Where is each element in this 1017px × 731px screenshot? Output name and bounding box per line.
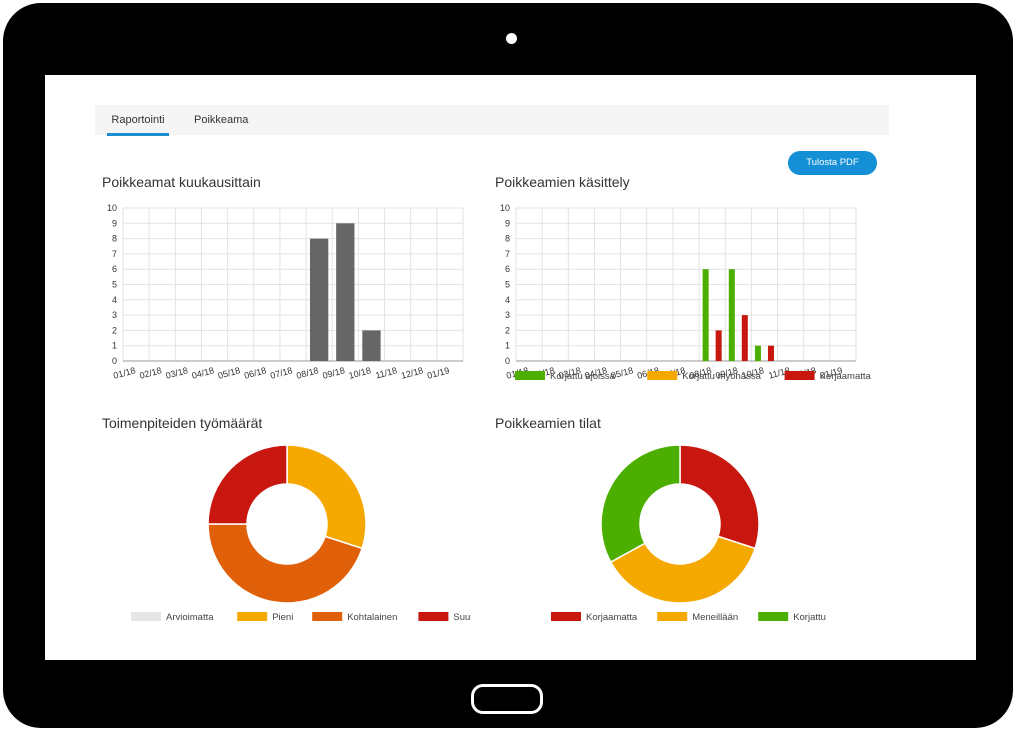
states-slice	[600, 444, 681, 564]
handling-ytick-label: 7	[505, 249, 510, 259]
tab-poikkeama[interactable]: Poikkeama	[194, 114, 249, 126]
monthly-ytick-label: 10	[107, 203, 117, 213]
monthly-ytick-label: 9	[112, 218, 117, 228]
app-screen: Raportointi Poikkeama Tulosta PDF Poikke…	[45, 75, 976, 660]
workload-legend-swatch	[237, 612, 268, 621]
monthly-xtick-label: 01/19	[426, 365, 450, 380]
handling-bar	[728, 269, 735, 361]
handling-legend-swatch	[515, 371, 545, 380]
monthly-xtick-label: 06/18	[243, 365, 267, 380]
handling-ytick-label: 4	[505, 295, 510, 305]
workload-legend-label: Suuri	[453, 612, 471, 623]
workload-donut-chart	[207, 444, 367, 604]
handling-ytick-label: 6	[505, 264, 510, 274]
monthly-xtick-label: 01/18	[112, 365, 136, 380]
tab-bar: Raportointi Poikkeama	[95, 105, 889, 136]
handling-ytick-label: 0	[505, 356, 510, 366]
monthly-xtick-label: 07/18	[269, 365, 293, 380]
tab-raportointi[interactable]: Raportointi	[107, 105, 169, 136]
workload-legend-swatch	[312, 612, 343, 621]
handling-ytick-label: 2	[505, 325, 510, 335]
monthly-bar	[336, 223, 355, 361]
monthly-ytick-label: 3	[112, 310, 117, 320]
handling-bar	[715, 330, 722, 361]
handling-bar-chart: 01234567891001/1802/1803/1804/1805/1806/…	[500, 203, 857, 381]
print-pdf-button[interactable]: Tulosta PDF	[788, 151, 877, 175]
handling-bar	[767, 345, 774, 361]
states-legend-label: Meneillään	[692, 612, 738, 623]
handling-legend-swatch	[647, 371, 678, 380]
handling-legend-label: Korjaamatta	[820, 371, 872, 382]
monthly-xtick-label: 09/18	[321, 365, 345, 380]
monthly-ytick-label: 6	[112, 264, 117, 274]
states-legend-label: Korjattu	[793, 612, 826, 623]
monthly-xtick-label: 12/18	[400, 365, 424, 380]
monthly-ytick-label: 5	[112, 280, 117, 290]
handling-ytick-label: 8	[505, 234, 510, 244]
monthly-bar	[310, 238, 329, 361]
handling-bar	[754, 345, 761, 361]
states-slice	[609, 535, 757, 604]
monthly-ytick-label: 2	[112, 325, 117, 335]
states-legend-swatch	[551, 612, 581, 621]
handling-legend: Korjattu ajoissa Korjattu myöhässä Korjaam…	[515, 371, 872, 382]
workload-legend-label: Kohtalainen	[347, 612, 397, 623]
states-legend-label: Korjaamatta	[586, 612, 638, 623]
workload-legend-swatch	[418, 612, 449, 621]
monthly-bar-chart: 0 1 2 3 4 5 6 7 8 9 10 01/18 02/18 03/18 04/18 05/18 06/…	[107, 203, 464, 381]
monthly-xtick-label: 11/18	[374, 365, 398, 380]
workload-legend: Arvioimatta Pieni Kohtalainen Suuri	[131, 612, 471, 623]
home-button[interactable]	[471, 684, 543, 714]
states-legend: Korjaamatta Meneillään Korjattu	[551, 612, 826, 623]
states-legend-swatch	[758, 612, 789, 621]
states-legend-swatch	[657, 612, 688, 621]
chart-title-monthly: Poikkeamat kuukausittain	[102, 174, 261, 190]
camera-icon	[506, 33, 517, 44]
handling-bar	[741, 315, 748, 361]
monthly-xtick-label: 05/18	[217, 365, 241, 380]
states-donut-chart	[600, 444, 760, 604]
workload-legend-label: Pieni	[272, 612, 293, 623]
monthly-ytick-label: 8	[112, 234, 117, 244]
monthly-ytick-label: 4	[112, 295, 117, 305]
workload-slice	[286, 444, 367, 550]
handling-legend-swatch	[784, 371, 815, 380]
handling-ytick-label: 1	[505, 341, 510, 351]
monthly-ytick-label: 0	[112, 356, 117, 366]
monthly-xtick-label: 08/18	[295, 365, 319, 380]
handling-legend-label: Korjattu myöhässä	[682, 371, 761, 382]
handling-bar	[702, 269, 709, 361]
chart-title-handling: Poikkeamien käsittely	[495, 174, 630, 190]
handling-legend-label: Korjattu ajoissa	[550, 371, 616, 382]
states-slice	[679, 444, 760, 550]
workload-legend-swatch	[131, 612, 161, 621]
workload-slice	[207, 523, 364, 604]
monthly-ytick-label: 1	[112, 341, 117, 351]
handling-ytick-label: 9	[505, 218, 510, 228]
monthly-xtick-label: 02/18	[138, 365, 162, 380]
monthly-xtick-label: 03/18	[165, 365, 189, 380]
chart-title-states: Poikkeamien tilat	[495, 415, 601, 431]
handling-ytick-label: 5	[505, 280, 510, 290]
workload-slice	[207, 444, 288, 525]
monthly-xtick-label: 10/18	[348, 365, 372, 380]
monthly-xtick-label: 04/18	[191, 365, 215, 380]
monthly-bar	[362, 330, 381, 361]
monthly-ytick-label: 7	[112, 249, 117, 259]
handling-ytick-label: 10	[500, 203, 510, 213]
handling-ytick-label: 3	[505, 310, 510, 320]
chart-title-workload: Toimenpiteiden työmäärät	[102, 415, 263, 431]
workload-legend-label: Arvioimatta	[166, 612, 214, 623]
